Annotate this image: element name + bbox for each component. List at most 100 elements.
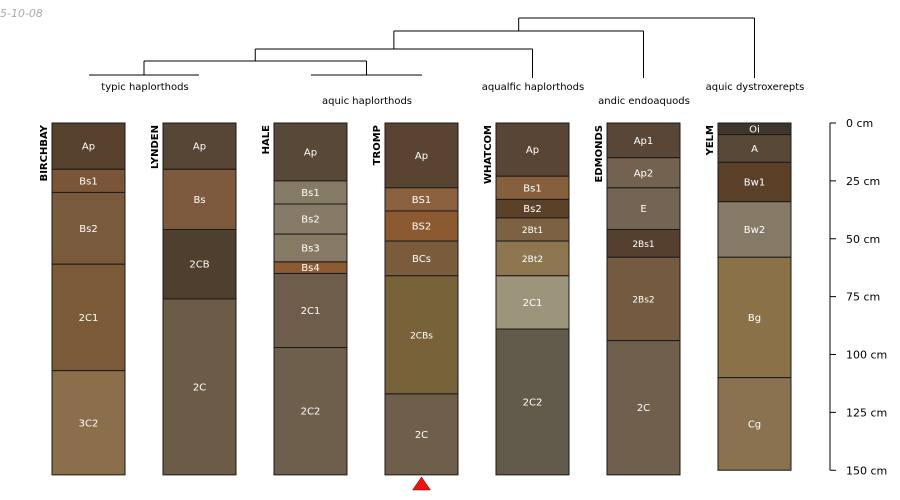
horizon-bs3 xyxy=(273,233,348,263)
horizon-label: E xyxy=(640,204,646,215)
horizon-label: Bs2 xyxy=(523,204,541,215)
profile-edmonds: Ap1 Ap2 E 2Bs1 2Bs2 2C EDMONDS xyxy=(594,122,681,476)
axis-tick-label: 25 cm xyxy=(846,175,880,188)
soil-profiles: Ap Bs1 Bs2 2C1 3C2 BIRCHBAY Ap Bs 2CB 2C LYNDEN Ap B… xyxy=(39,122,792,476)
horizon-label: 3C2 xyxy=(79,418,99,429)
horizon-label: 2C2 xyxy=(301,407,321,418)
horizon-label: 2C xyxy=(193,382,206,393)
horizon-ap xyxy=(384,122,459,189)
profile-name: BIRCHBAY xyxy=(39,124,50,181)
horizon-label: A xyxy=(751,144,758,155)
horizon-2bs2 xyxy=(606,256,681,342)
horizon-label: BS2 xyxy=(412,222,431,233)
horizon-label: 2Bt2 xyxy=(522,255,543,265)
profile-birchbay: Ap Bs1 Bs2 2C1 3C2 BIRCHBAY xyxy=(39,122,126,476)
horizon-2c xyxy=(606,340,681,476)
horizon-label: 2Bt1 xyxy=(522,226,543,236)
horizon-label: Bw2 xyxy=(744,225,765,236)
profile-name: EDMONDS xyxy=(594,125,605,182)
horizon-label: Bw1 xyxy=(744,178,765,189)
horizon-bs2 xyxy=(51,191,126,265)
group-label: aquic dystroxerepts xyxy=(706,82,805,93)
marker-layer xyxy=(412,476,431,491)
profile-whatcom: Ap Bs1 Bs2 2Bt1 2Bt2 2C1 2C2 WHATCOM xyxy=(483,122,570,476)
horizon-2c2 xyxy=(495,328,570,476)
horizon-label: Ap xyxy=(526,145,539,156)
horizon-label: Ap xyxy=(304,147,317,158)
horizon-label: BCs xyxy=(412,254,431,265)
group-label: aqualfic haplorthods xyxy=(482,82,584,93)
horizon-2cb xyxy=(162,228,237,300)
horizon-label: Cg xyxy=(748,419,761,430)
horizon-bcs xyxy=(384,240,459,277)
horizon-bw2 xyxy=(717,201,792,258)
horizon-2c xyxy=(384,393,459,476)
profile-hale: Ap Bs1 Bs2 Bs3 Bs4 2C1 2C2 HALE xyxy=(261,122,348,476)
axis-tick-label: 125 cm xyxy=(846,406,887,419)
horizon-label: 2C xyxy=(637,403,650,414)
horizon-label: BS1 xyxy=(412,195,431,206)
dendrogram xyxy=(144,17,755,78)
horizon-label: Bs2 xyxy=(301,215,319,226)
profile-lynden: Ap Bs 2CB 2C LYNDEN xyxy=(150,122,237,476)
horizon-label: Bg xyxy=(748,313,761,324)
horizon-2c1 xyxy=(495,275,570,330)
axis-tick-label: 75 cm xyxy=(846,291,880,304)
horizon-label: Bs4 xyxy=(301,263,319,274)
horizon-2c1 xyxy=(51,263,126,372)
horizon-label: 2Bs1 xyxy=(632,240,654,250)
profile-name: WHATCOM xyxy=(483,125,494,184)
horizon-2cbs xyxy=(384,275,459,395)
profile-name: YELM xyxy=(705,125,716,156)
horizon-label: 2C1 xyxy=(301,306,321,317)
horizon-label: 2C2 xyxy=(523,397,543,408)
horizon-2bt2 xyxy=(495,240,570,277)
horizon-ap2 xyxy=(606,157,681,189)
horizon-2c2 xyxy=(273,347,348,476)
horizon-label: 2C1 xyxy=(79,313,99,324)
profile-name: LYNDEN xyxy=(150,125,161,169)
horizon-label: Bs1 xyxy=(301,188,319,199)
horizon-label: 2CBs xyxy=(410,331,433,341)
horizon-label: Ap xyxy=(415,151,428,162)
marker-triangle-icon xyxy=(412,476,431,491)
horizon-label: 2C xyxy=(415,430,428,441)
horizon-2c xyxy=(162,298,237,476)
horizon-label: Bs1 xyxy=(523,183,541,194)
horizon-cg xyxy=(717,377,792,471)
horizon-bs2 xyxy=(384,210,459,242)
horizon-label: 2CB xyxy=(189,260,209,271)
horizon-label: Ap xyxy=(82,142,95,153)
profile-tromp: Ap BS1 BS2 BCs 2CBs 2C TROMP xyxy=(372,122,459,476)
profile-name: HALE xyxy=(261,125,272,154)
depth-axis: 0 cm 25 cm 50 cm 75 cm 100 cm 125 cm 150 cm xyxy=(829,117,887,477)
axis-tick-label: 150 cm xyxy=(846,464,887,477)
group-label: aquic haplorthods xyxy=(322,96,412,107)
horizon-ap1 xyxy=(606,122,681,159)
axis-tick-label: 100 cm xyxy=(846,349,887,362)
group-label: andic endoaquods xyxy=(598,96,690,107)
horizon-3c2 xyxy=(51,370,126,476)
horizon-ap xyxy=(162,122,237,170)
horizon-ap xyxy=(495,122,570,177)
profile-name: TROMP xyxy=(372,125,383,165)
horizon-label: 2C1 xyxy=(523,298,543,309)
horizon-ap xyxy=(273,122,348,182)
horizon-label: Ap1 xyxy=(634,136,654,147)
date-stamp: 5-10-08 xyxy=(0,7,43,20)
horizon-ap xyxy=(51,122,126,170)
horizon-a xyxy=(717,134,792,163)
horizon-label: 2Bs2 xyxy=(632,295,654,305)
horizon-label: Ap xyxy=(193,142,206,153)
profile-yelm: Oi A Bw1 Bw2 Bg Cg YELM xyxy=(705,122,792,471)
horizon-bw1 xyxy=(717,161,792,203)
horizon-label: Oi xyxy=(749,124,760,135)
horizon-label: Bs2 xyxy=(79,224,97,235)
horizon-label: Bs3 xyxy=(301,244,319,255)
horizon-2c1 xyxy=(273,272,348,349)
horizon-bs xyxy=(162,168,237,230)
axis-tick-label: 50 cm xyxy=(846,233,880,246)
group-labels: typic haplorthods aquic haplorthods aqualf… xyxy=(89,61,804,107)
horizon-label: Ap2 xyxy=(634,168,654,179)
